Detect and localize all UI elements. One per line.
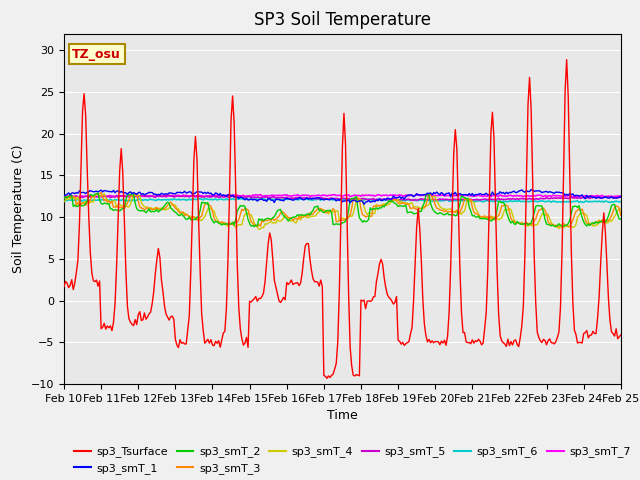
Legend: sp3_Tsurface, sp3_smT_1, sp3_smT_2, sp3_smT_3, sp3_smT_4, sp3_smT_5, sp3_smT_6, : sp3_Tsurface, sp3_smT_1, sp3_smT_2, sp3_…	[70, 442, 635, 479]
Text: TZ_osu: TZ_osu	[72, 48, 121, 60]
X-axis label: Time: Time	[327, 409, 358, 422]
Y-axis label: Soil Temperature (C): Soil Temperature (C)	[12, 144, 26, 273]
Title: SP3 Soil Temperature: SP3 Soil Temperature	[254, 11, 431, 29]
